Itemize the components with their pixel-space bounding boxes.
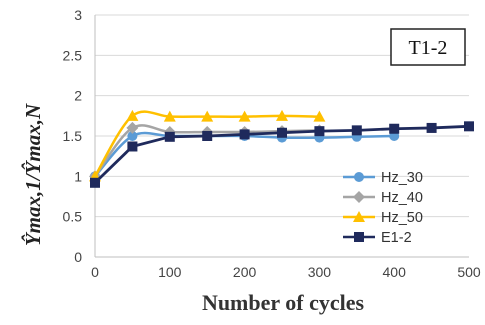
panel-label: T1-2 <box>409 37 448 59</box>
data-point-e1-2 <box>351 125 362 136</box>
data-point-e1-2 <box>277 127 287 138</box>
legend-label-e1-2: E1-2 <box>381 230 412 246</box>
series-e1-2 <box>90 121 474 188</box>
data-point-hz-50 <box>238 110 251 122</box>
legend-label-hz-50: Hz_50 <box>381 210 423 226</box>
series-hz-50 <box>89 109 326 182</box>
data-point-hz-50 <box>126 109 139 121</box>
series-lines <box>89 109 474 188</box>
data-point-hz-40 <box>126 121 139 134</box>
x-tick-label: 400 <box>383 264 407 280</box>
data-point-e1-2 <box>314 126 325 137</box>
data-point-e1-2 <box>389 123 400 134</box>
legend-label-hz-40: Hz_40 <box>381 190 423 206</box>
y-tick-label: 1.5 <box>63 128 83 144</box>
series-hz-40 <box>89 121 326 183</box>
data-point-e1-2 <box>426 122 437 133</box>
x-tick-label: 500 <box>457 264 481 280</box>
y-tick-label: 1 <box>74 168 82 184</box>
legend-label-hz-30: Hz_30 <box>381 170 423 186</box>
y-tick-label: 2.5 <box>63 47 83 63</box>
data-point-e1-2 <box>202 131 213 141</box>
legend-marker-hz-50 <box>353 211 365 222</box>
data-point-hz-50 <box>201 110 214 122</box>
legend-item-hz-30: Hz_30 <box>343 170 423 186</box>
axes <box>94 15 469 258</box>
legend-marker-hz-40 <box>353 191 365 203</box>
legend-item-hz-50: Hz_50 <box>343 210 423 226</box>
y-tick-label: 0.5 <box>63 209 83 225</box>
legend-item-e1-2: E1-2 <box>343 230 412 246</box>
x-tick-label: 300 <box>308 264 332 280</box>
x-tick-labels: 0 100 200 300 400 500 <box>91 264 481 280</box>
data-point-hz-50 <box>313 110 326 122</box>
y-tick-label: 0 <box>74 249 82 265</box>
data-point-e1-2 <box>239 129 250 140</box>
y-tick-label: 2 <box>74 88 82 104</box>
data-point-e1-2 <box>127 141 138 152</box>
data-point-hz-50 <box>276 109 288 121</box>
x-tick-label: 200 <box>233 264 257 280</box>
x-tick-label: 100 <box>158 264 182 280</box>
data-point-hz-50 <box>163 110 176 122</box>
y-axis-label: Ŷmax,1/Ŷmax,N <box>21 103 45 246</box>
legend: Hz_30 Hz_40 Hz_50 E1-2 <box>343 170 423 246</box>
data-point-hz-30 <box>127 131 138 141</box>
x-axis-label: Number of cycles <box>202 290 365 315</box>
legend-marker-e1-2 <box>354 232 364 242</box>
data-point-e1-2 <box>464 121 474 132</box>
x-tick-label: 0 <box>91 264 99 280</box>
panel-label-box: T1-2 <box>390 28 466 66</box>
legend-item-hz-40: Hz_40 <box>343 190 423 206</box>
y-tick-label: 3 <box>74 7 82 23</box>
data-point-e1-2 <box>164 131 175 142</box>
y-tick-labels: 0 0.5 1 1.5 2 2.5 3 <box>63 7 83 265</box>
data-point-e1-2 <box>90 177 100 188</box>
legend-marker-hz-30 <box>354 172 364 182</box>
